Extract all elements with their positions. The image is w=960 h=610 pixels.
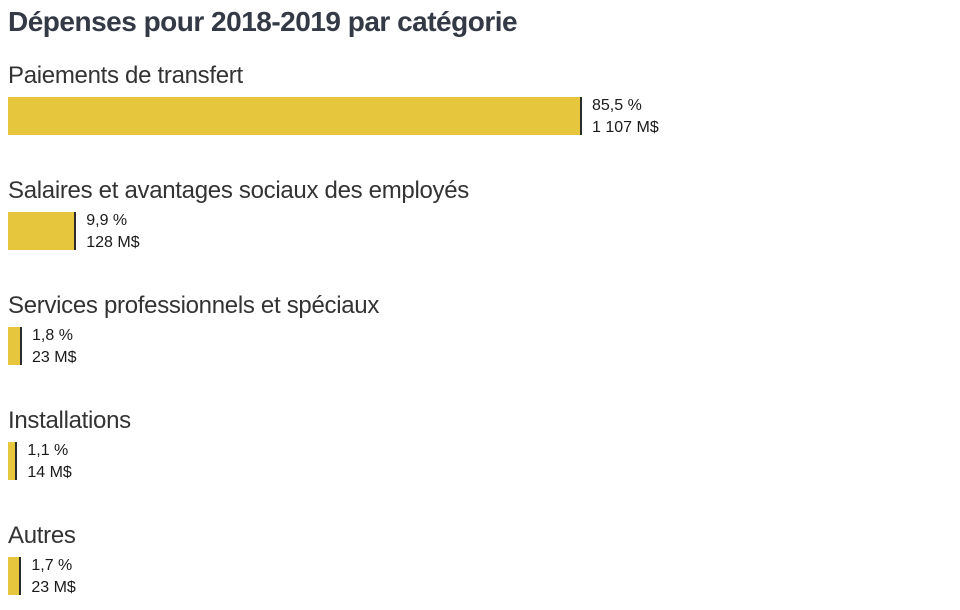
percent-label: 1,7 % (31, 557, 73, 574)
bar-end-line (74, 212, 77, 250)
percent-label: 9,9 % (86, 212, 128, 229)
category-label: Salaires et avantages sociaux des employ… (8, 177, 470, 204)
bar (8, 97, 580, 135)
percent-label: 1,1 % (27, 442, 69, 459)
category-label: Services professionnels et spéciaux (8, 292, 380, 319)
bar-end-line (19, 557, 22, 595)
category-label: Installations (8, 407, 131, 434)
amount-label: 14 M$ (27, 464, 72, 481)
chart-title: Dépenses pour 2018-2019 par catégorie (8, 6, 518, 37)
bar-end-line (20, 327, 23, 365)
category-label: Paiements de transfert (8, 62, 243, 89)
percent-label: 85,5 % (592, 97, 642, 114)
amount-label: 1 107 M$ (592, 119, 659, 136)
amount-label: 23 M$ (31, 579, 76, 596)
amount-label: 128 M$ (86, 234, 140, 251)
percent-label: 1,8 % (32, 327, 73, 344)
bar-end-line (580, 97, 582, 135)
amount-label: 23 M$ (32, 349, 77, 366)
category-label: Autres (8, 522, 76, 549)
bar-end-line (15, 442, 18, 480)
bar (8, 327, 21, 365)
bar (8, 442, 16, 480)
bar (8, 557, 20, 595)
bar (8, 212, 75, 250)
